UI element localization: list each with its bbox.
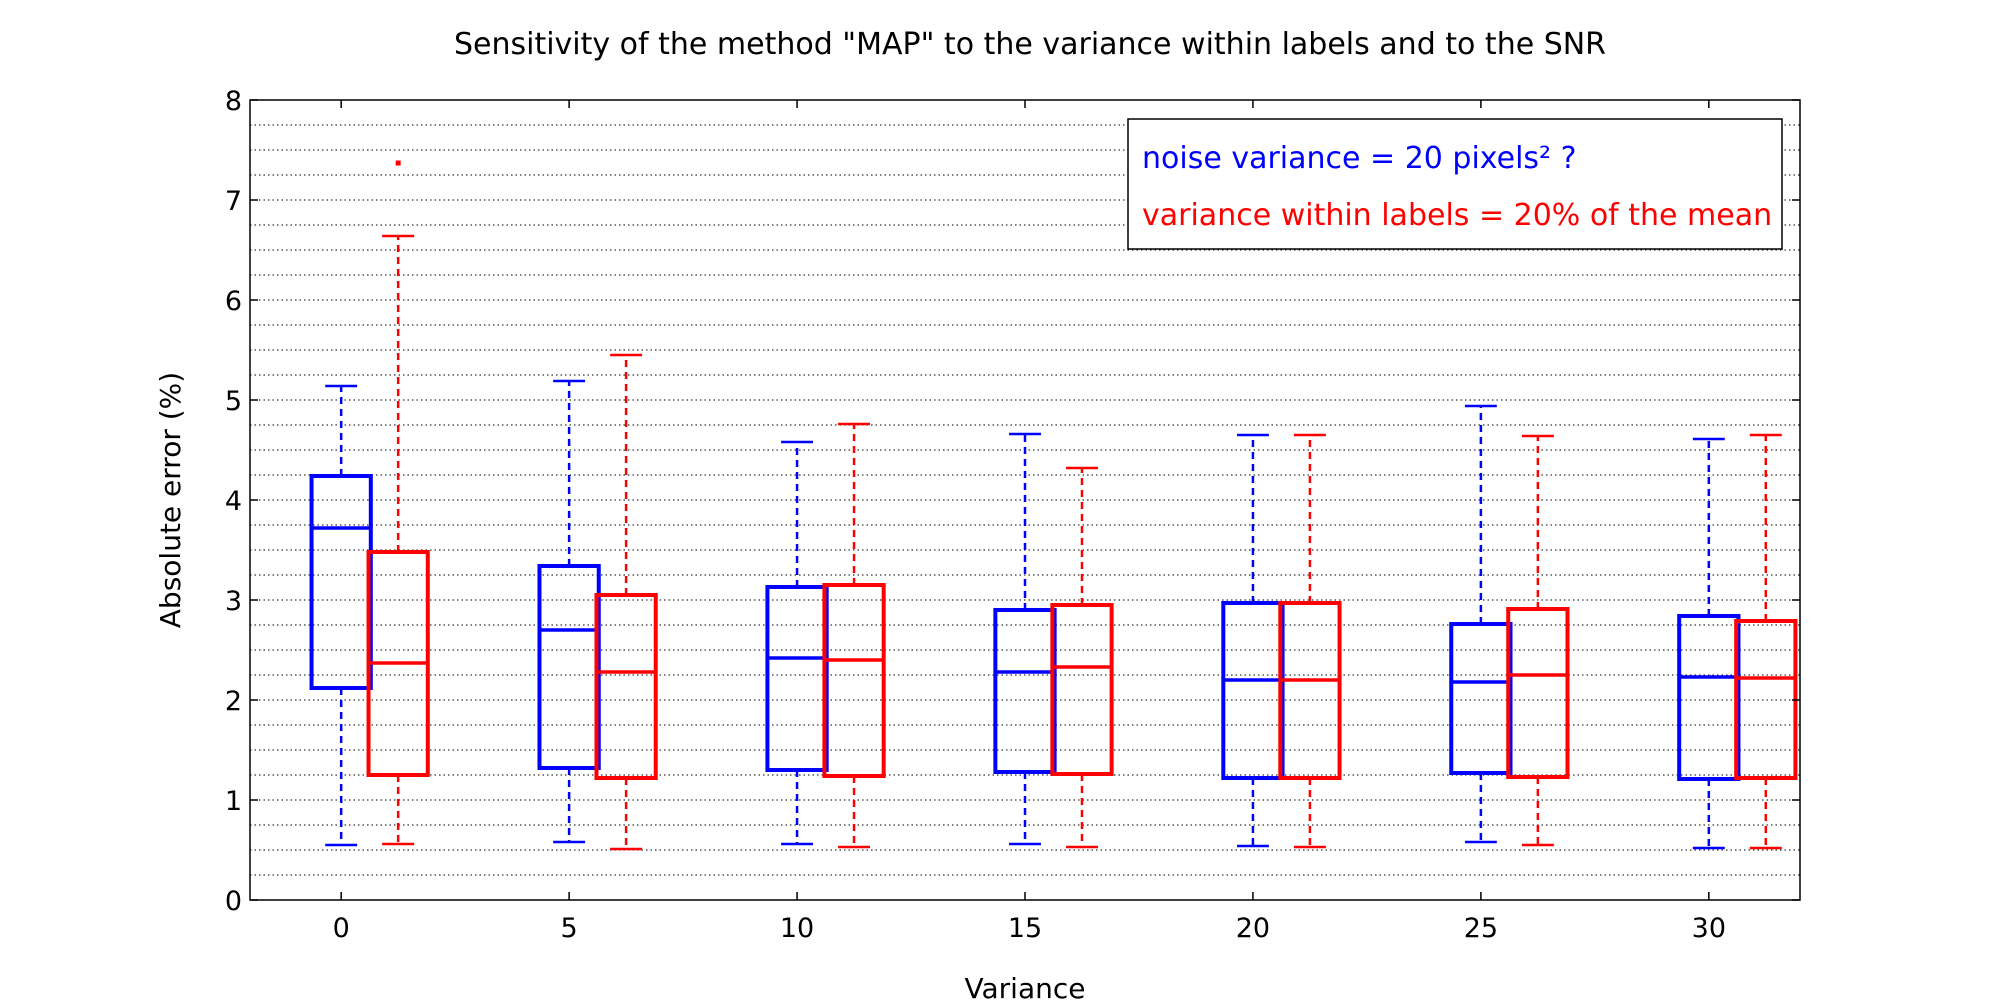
box-red (1278, 433, 1342, 849)
box-body (1278, 601, 1342, 780)
box-series (309, 160, 1798, 851)
box-red (1734, 433, 1798, 850)
y-tick-label: 5 (225, 386, 242, 417)
chart-title: Sensitivity of the method "MAP" to the v… (454, 27, 1606, 62)
box-body (765, 585, 829, 772)
y-tick-label: 2 (225, 686, 242, 717)
box-red (594, 353, 658, 851)
box-red (1506, 434, 1570, 847)
box-body (1677, 614, 1741, 781)
box-blue (1449, 404, 1513, 844)
box-body (993, 608, 1057, 774)
box-body (822, 583, 886, 778)
box-body (537, 564, 601, 770)
y-tick-label: 8 (225, 86, 242, 117)
legend-entry-variance-within-labels: variance within labels = 20% of the mean (1142, 198, 1772, 233)
box-red (366, 160, 430, 846)
y-tick-label: 6 (225, 286, 242, 317)
box-blue (1221, 433, 1285, 848)
legend-entry-noise-variance: noise variance = 20 pixels² ? (1142, 141, 1577, 176)
y-tick-label: 3 (225, 586, 242, 617)
x-tick-label: 20 (1236, 913, 1270, 944)
box-body (1449, 622, 1513, 775)
box-body (1050, 603, 1114, 776)
y-tick-label: 1 (225, 786, 242, 817)
x-tick-label: 30 (1692, 913, 1726, 944)
x-tick-label: 15 (1008, 913, 1042, 944)
box-blue (537, 379, 601, 844)
box-red (822, 422, 886, 849)
y-axis-ticks: 0 1 2 3 4 5 6 7 8 (225, 86, 1800, 917)
legend: noise variance = 20 pixels² ? variance w… (1127, 118, 1783, 250)
x-axis-label: Variance (965, 972, 1086, 1000)
x-axis-ticks: 0 5 10 15 20 25 30 (333, 100, 1726, 944)
box-body (309, 474, 373, 690)
legend-box (1127, 118, 1783, 250)
x-tick-label: 5 (561, 913, 578, 944)
y-tick-label: 0 (225, 886, 242, 917)
box-body (594, 593, 658, 780)
box-body (1506, 607, 1570, 779)
y-tick-label: 7 (225, 186, 242, 217)
box-blue (309, 384, 373, 847)
box-body (1221, 601, 1285, 780)
y-tick-label: 4 (225, 486, 242, 517)
box-blue (1677, 437, 1741, 850)
outlier-point (395, 160, 401, 166)
x-tick-label: 0 (333, 913, 350, 944)
y-axis-label: Absolute error (%) (154, 372, 187, 628)
x-tick-label: 25 (1464, 913, 1498, 944)
x-tick-label: 10 (780, 913, 814, 944)
box-blue (765, 440, 829, 846)
box-red (1050, 466, 1114, 849)
box-blue (993, 432, 1057, 846)
